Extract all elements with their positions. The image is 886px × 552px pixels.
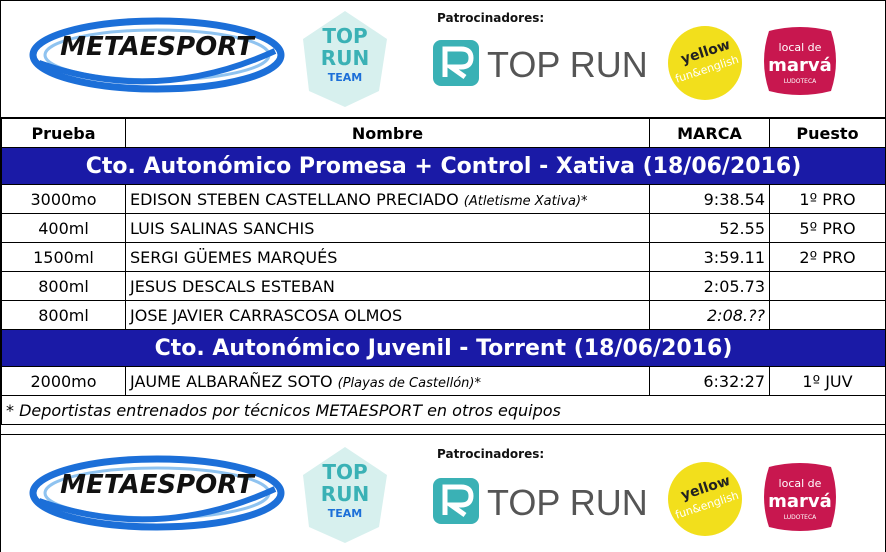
- cell-puesto: 1º JUV: [769, 366, 886, 396]
- local-text-3: LUDOTECA: [784, 78, 817, 85]
- section-title: Cto. Autonómico Promesa + Control - Xati…: [1, 147, 886, 185]
- cell-marca: 6:32:27: [649, 366, 770, 396]
- cell-prueba: 3000mo: [1, 184, 126, 214]
- toprun-team-logo: TOP RUN TEAM: [303, 447, 387, 543]
- yellow-sponsor-logo: yellow fun&english: [668, 26, 742, 100]
- header-banner: METAESPORT TOP RUN TEAM Patrocinadores: …: [1, 1, 885, 118]
- header-row: Prueba Nombre MARCA Puesto: [1, 118, 886, 148]
- local-marva-logo: local de marvá LUDOTECA: [764, 27, 836, 95]
- toprun-sponsor-logo: TOP RUN: [433, 478, 647, 524]
- local-marva-logo: local de marvá LUDOTECA: [764, 463, 836, 531]
- header-prueba: Prueba: [1, 118, 126, 148]
- table-row: 1500ml SERGI GÜEMES MARQUÉS 3:59.11 2º P…: [1, 242, 886, 272]
- cell-puesto: [769, 271, 886, 301]
- cell-puesto: 1º PRO: [769, 184, 886, 214]
- toprun-wordmark: TOP RUN: [487, 44, 647, 85]
- metaesport-logo: METAESPORT: [29, 17, 285, 93]
- toprun-team-line2: RUN: [321, 482, 369, 506]
- yellow-sponsor-logo: yellow fun&english: [668, 462, 742, 536]
- cell-marca: 9:38.54: [649, 184, 770, 214]
- cell-marca: 52.55: [649, 213, 770, 243]
- table-row: 800ml JOSE JAVIER CARRASCOSA OLMOS 2:08.…: [1, 300, 886, 330]
- athlete-name: JAUME ALBARAÑEZ SOTO: [130, 371, 333, 391]
- table-row: 3000mo EDISON STEBEN CASTELLANO PRECIADO…: [1, 184, 886, 214]
- local-text-1: local de: [779, 477, 822, 490]
- cell-nombre: JOSE JAVIER CARRASCOSA OLMOS: [125, 300, 650, 330]
- cell-prueba: 1500ml: [1, 242, 126, 272]
- table-row: 800ml JESUS DESCALS ESTEBAN 2:05.73: [1, 271, 886, 301]
- cell-marca: 3:59.11: [649, 242, 770, 272]
- local-text-1: local de: [779, 41, 822, 54]
- cell-marca: 2:05.73: [649, 271, 770, 301]
- table-row: 400ml LUIS SALINAS SANCHIS 52.55 5º PRO: [1, 213, 886, 243]
- local-text-3: LUDOTECA: [784, 514, 817, 521]
- cell-puesto: 5º PRO: [769, 213, 886, 243]
- local-text-2: marvá: [768, 491, 832, 512]
- section-header: Cto. Autonómico Juvenil - Torrent (18/06…: [1, 329, 886, 367]
- sponsors-label: Patrocinadores:: [437, 447, 545, 461]
- toprun-team-line3: TEAM: [328, 71, 362, 84]
- cell-prueba: 2000mo: [1, 366, 126, 396]
- toprun-team-line1: TOP: [322, 24, 367, 48]
- toprun-team-line2: RUN: [321, 46, 369, 70]
- cell-prueba: 400ml: [1, 213, 126, 243]
- athlete-club: (Playas de Castellón)*: [337, 375, 481, 391]
- toprun-team-line3: TEAM: [328, 507, 362, 520]
- section-title: Cto. Autonómico Juvenil - Torrent (18/06…: [1, 329, 886, 367]
- cell-nombre: JESUS DESCALS ESTEBAN: [125, 271, 650, 301]
- metaesport-logo-text: METAESPORT: [60, 32, 256, 62]
- cell-nombre: JAUME ALBARAÑEZ SOTO (Playas de Castelló…: [125, 366, 650, 396]
- cell-nombre: SERGI GÜEMES MARQUÉS: [125, 242, 650, 272]
- footnote-row: * Deportistas entrenados por técnicos ME…: [1, 395, 886, 425]
- cell-puesto: [769, 300, 886, 330]
- toprun-team-line1: TOP: [322, 460, 367, 484]
- cell-nombre: EDISON STEBEN CASTELLANO PRECIADO (Atlet…: [125, 184, 650, 214]
- header-nombre: Nombre: [125, 118, 650, 148]
- metaesport-logo: METAESPORT: [29, 455, 285, 531]
- local-text-2: marvá: [768, 55, 832, 76]
- cell-puesto: 2º PRO: [769, 242, 886, 272]
- table-row: 2000mo JAUME ALBARAÑEZ SOTO (Playas de C…: [1, 366, 886, 396]
- athlete-club: (Atletisme Xativa)*: [463, 193, 588, 209]
- athlete-name: EDISON STEBEN CASTELLANO PRECIADO: [130, 189, 459, 209]
- cell-prueba: 800ml: [1, 300, 126, 330]
- footnote: * Deportistas entrenados por técnicos ME…: [1, 395, 886, 425]
- footer-banner: METAESPORT TOP RUN TEAM Patrocinadores: …: [1, 434, 885, 552]
- sponsors-label: Patrocinadores:: [437, 11, 545, 25]
- toprun-team-logo: TOP RUN TEAM: [303, 11, 387, 107]
- section-header: Cto. Autonómico Promesa + Control - Xati…: [1, 147, 886, 185]
- toprun-sponsor-logo: TOP RUN: [433, 40, 647, 86]
- results-table: Prueba Nombre MARCA Puesto Cto. Autonómi…: [1, 118, 886, 425]
- cell-prueba: 800ml: [1, 271, 126, 301]
- header-puesto: Puesto: [769, 118, 886, 148]
- metaesport-logo-text: METAESPORT: [60, 470, 256, 500]
- toprun-wordmark: TOP RUN: [487, 482, 647, 523]
- cell-marca: 2:08.??: [649, 300, 770, 330]
- cell-nombre: LUIS SALINAS SANCHIS: [125, 213, 650, 243]
- header-marca: MARCA: [649, 118, 770, 148]
